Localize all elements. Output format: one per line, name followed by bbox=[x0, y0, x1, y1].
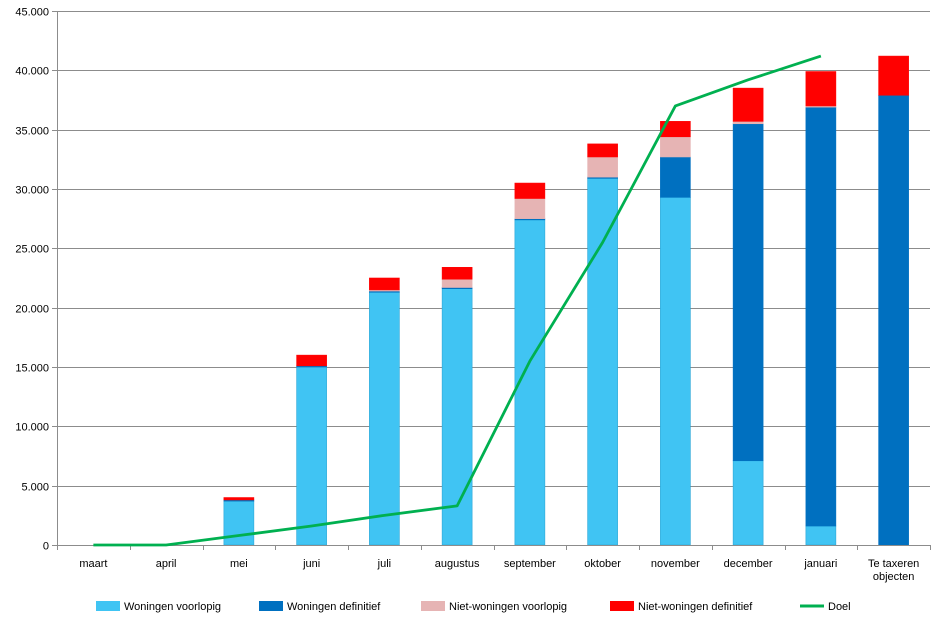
bar-segment-4 bbox=[223, 497, 255, 501]
legend-label: Woningen voorlopig bbox=[124, 601, 221, 613]
bar-segment-2 bbox=[805, 106, 837, 527]
bar-segment-2 bbox=[660, 156, 691, 198]
bar-segment-4 bbox=[514, 182, 546, 199]
bar-segment-4 bbox=[296, 354, 327, 367]
y-tick-label: 35.000 bbox=[15, 126, 49, 138]
y-tick-label: 10.000 bbox=[15, 422, 49, 434]
bar-segment-1 bbox=[223, 500, 255, 546]
y-tick-label: 15.000 bbox=[15, 363, 49, 375]
bar-segment-1 bbox=[660, 197, 691, 546]
x-tick-label: april bbox=[156, 558, 177, 570]
y-tick-label: 40.000 bbox=[15, 66, 49, 78]
legend-label: Woningen definitief bbox=[287, 601, 381, 613]
bar-segment-3 bbox=[732, 121, 764, 125]
bar-segment-2 bbox=[732, 123, 764, 462]
x-tick-label: maart bbox=[79, 558, 107, 570]
legend-swatch bbox=[96, 601, 120, 611]
bar-segment-3 bbox=[441, 278, 473, 288]
y-tick-label: 25.000 bbox=[15, 244, 49, 256]
x-axis: maart april mei juni juli augustus september ok… bbox=[57, 545, 931, 583]
bar-segment-2 bbox=[878, 94, 909, 546]
x-tick-label: augustus bbox=[435, 558, 480, 570]
gridlines bbox=[57, 11, 930, 487]
x-tick-label: oktober bbox=[584, 558, 621, 570]
legend-label: Doel bbox=[828, 601, 851, 613]
legend: Woningen voorlopig Woningen definitief Nie… bbox=[96, 601, 851, 613]
legend-label: Niet-woningen voorlopig bbox=[449, 601, 567, 613]
bar-segment-3 bbox=[514, 198, 546, 219]
bar-segment-4 bbox=[660, 121, 691, 138]
bar-segment-1 bbox=[732, 460, 764, 546]
bar-segment-4 bbox=[878, 55, 909, 96]
bar-segment-4 bbox=[805, 71, 837, 107]
bar-segment-3 bbox=[587, 156, 618, 178]
x-tick-label: november bbox=[651, 558, 700, 570]
bar-segment-1 bbox=[296, 366, 327, 546]
y-tick-label: 0 bbox=[43, 541, 49, 553]
bars bbox=[223, 55, 909, 546]
bar-segment-4 bbox=[732, 87, 764, 122]
y-tick-label: 30.000 bbox=[15, 185, 49, 197]
legend-swatch bbox=[421, 601, 445, 611]
y-tick-label: 5.000 bbox=[21, 482, 49, 494]
doel-line bbox=[93, 54, 822, 547]
bar-segment-3 bbox=[660, 136, 691, 158]
x-tick-label: juli bbox=[377, 558, 391, 570]
bar-segment-1 bbox=[441, 288, 473, 546]
x-tick-label: Te taxeren objecten bbox=[868, 558, 919, 583]
y-tick-label: 20.000 bbox=[15, 304, 49, 316]
x-tick-label: september bbox=[504, 558, 556, 570]
x-tick-label: januari bbox=[803, 558, 837, 570]
x-tick-label: juni bbox=[302, 558, 320, 570]
bar-segment-1 bbox=[587, 178, 618, 546]
bar-segment-4 bbox=[441, 267, 473, 280]
legend-swatch bbox=[259, 601, 283, 611]
y-axis: 0 5.000 10.000 15.000 20.000 25.000 30.000 35.0… bbox=[15, 7, 58, 553]
bar-segment-4 bbox=[587, 143, 618, 158]
legend-swatch bbox=[610, 601, 634, 611]
bar-segment-4 bbox=[369, 277, 400, 291]
y-tick-label: 45.000 bbox=[15, 7, 49, 19]
legend-label: Niet-woningen definitief bbox=[638, 601, 753, 613]
x-tick-label: december bbox=[724, 558, 773, 570]
x-tick-label: mei bbox=[230, 558, 248, 570]
bar-segment-1 bbox=[805, 525, 837, 546]
bar-segment-1 bbox=[369, 291, 400, 546]
